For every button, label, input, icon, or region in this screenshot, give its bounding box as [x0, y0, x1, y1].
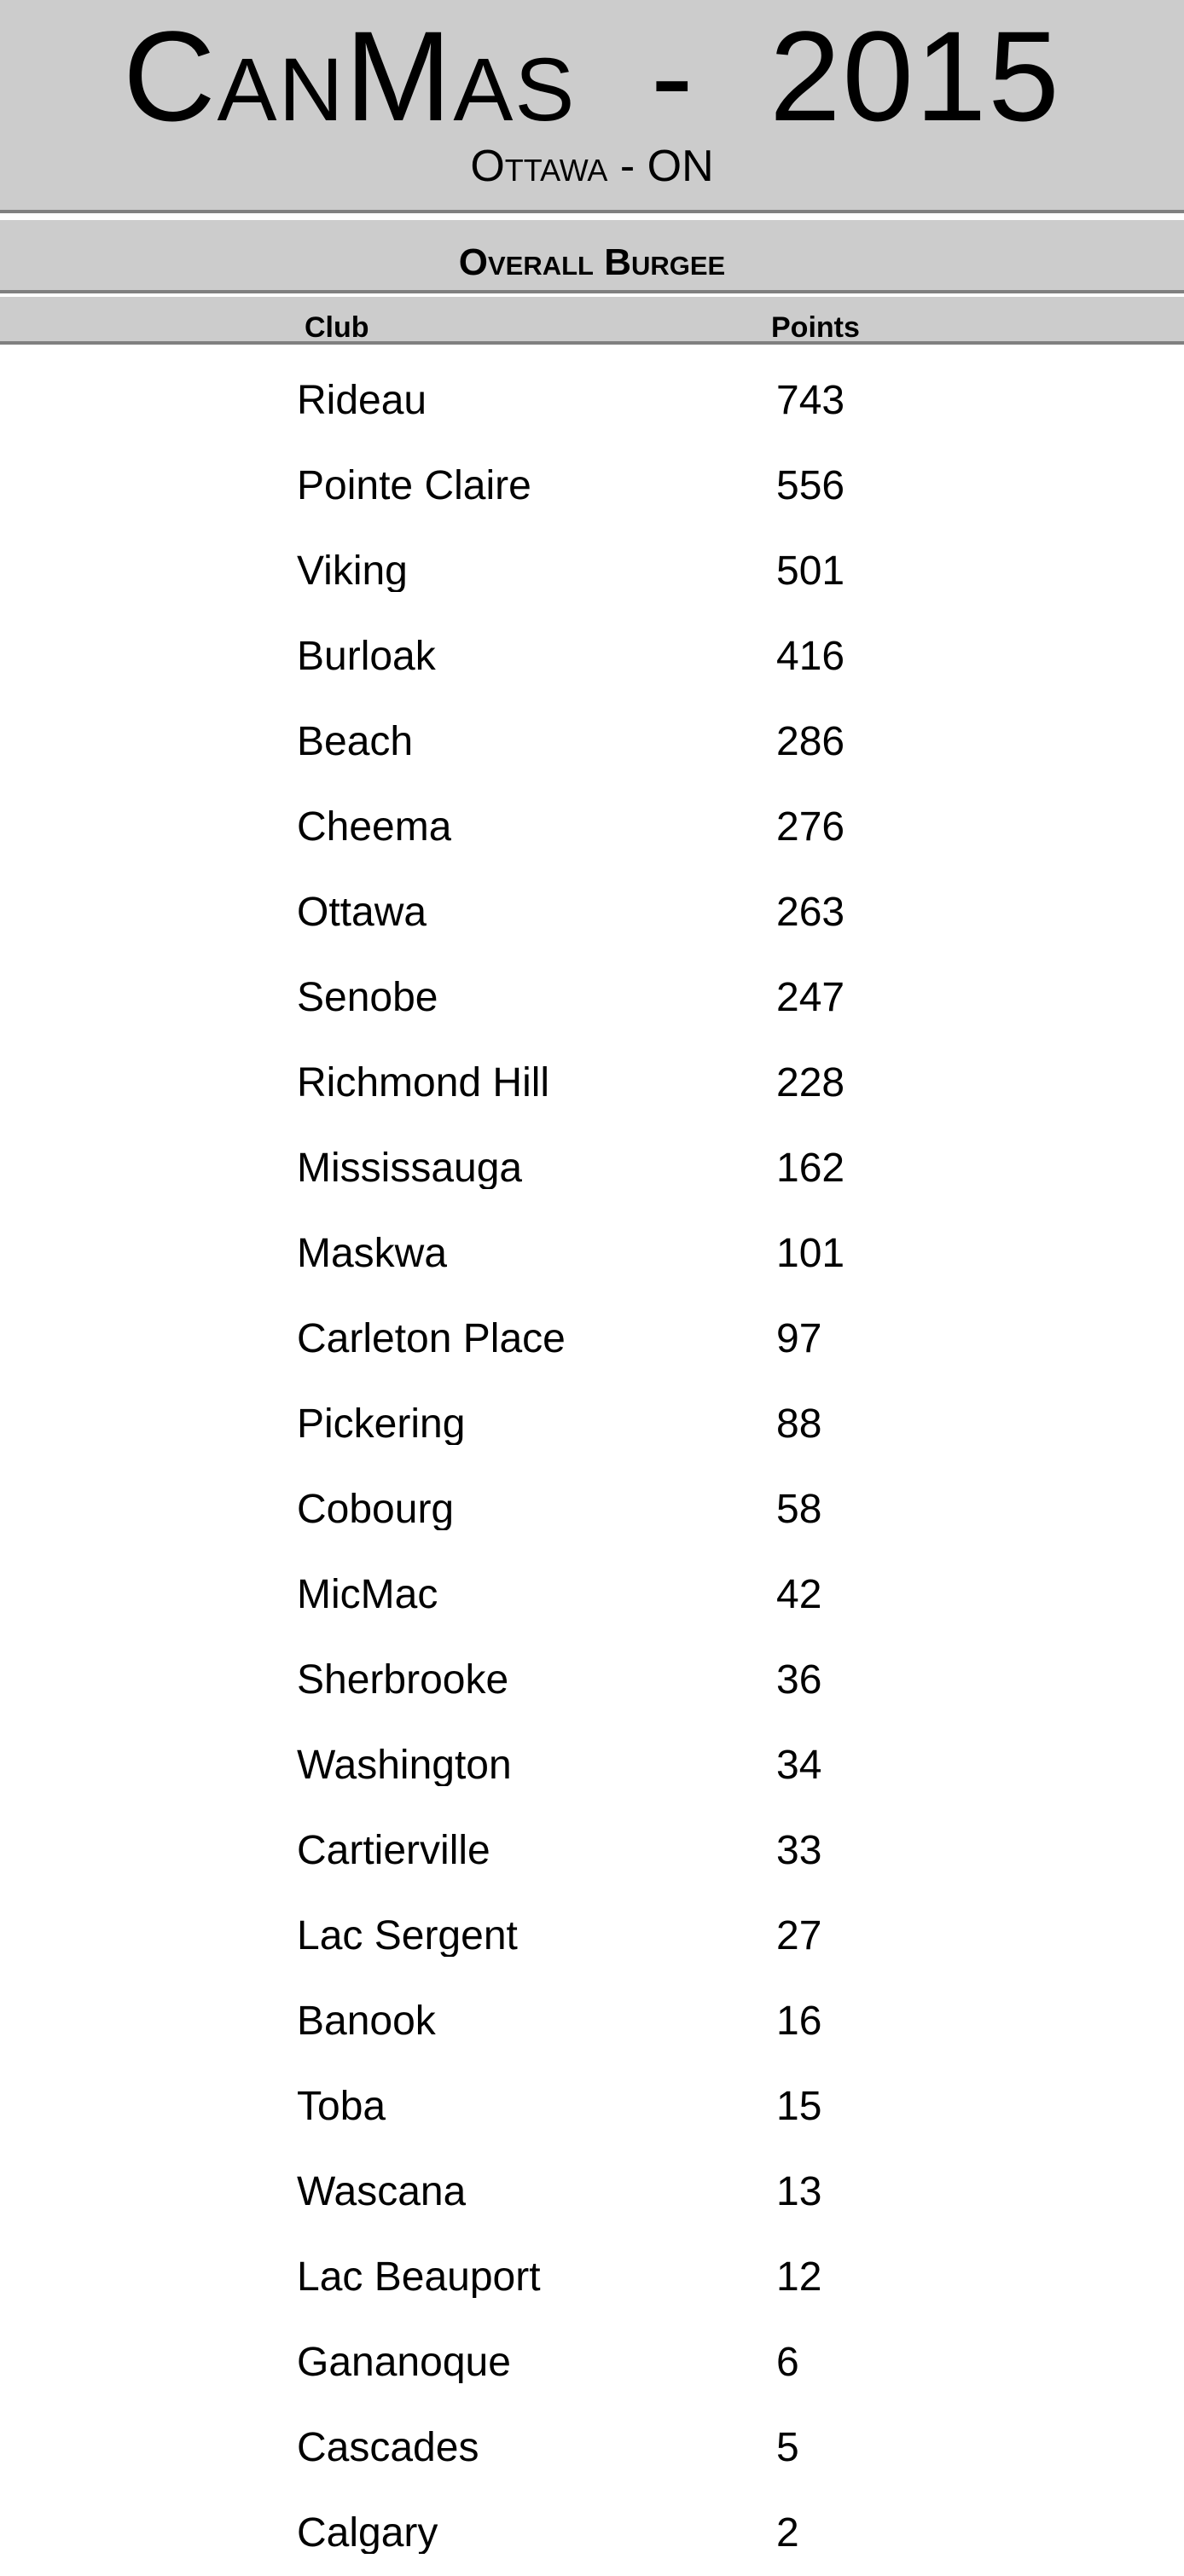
section-title: Overall Burgee — [458, 241, 726, 283]
table-row: Sherbrooke 36 — [0, 1638, 1184, 1723]
table-header: Club Points — [0, 297, 1184, 344]
club-name: Burloak — [297, 634, 436, 677]
page-title: CanMas - 2015 — [123, 4, 1061, 148]
club-name: Beach — [297, 719, 414, 763]
club-name: Ottawa — [297, 890, 427, 933]
table-row: Pointe Claire 556 — [0, 444, 1184, 529]
club-points: 5 — [776, 2425, 799, 2469]
club-points: 276 — [776, 804, 845, 848]
club-points: 228 — [776, 1060, 845, 1104]
club-name: Viking — [297, 548, 408, 592]
club-name: Pickering — [297, 1401, 466, 1445]
table-row: Maskwa 101 — [0, 1211, 1184, 1297]
table-row: Cascades 5 — [0, 2405, 1184, 2491]
club-name: Wascana — [297, 2169, 467, 2213]
table-row: Cobourg 58 — [0, 1467, 1184, 1552]
club-name: Pointe Claire — [297, 463, 531, 507]
club-points: 36 — [776, 1657, 822, 1701]
column-header-club: Club — [305, 311, 369, 344]
club-name: Senobe — [297, 975, 438, 1018]
club-points: 263 — [776, 890, 845, 933]
club-name: Toba — [297, 2084, 386, 2127]
club-name: Lac Sergent — [297, 1913, 518, 1957]
table-row: Burloak 416 — [0, 614, 1184, 699]
club-name: Washington — [297, 1743, 512, 1786]
page-subtitle: Ottawa - ON — [470, 142, 714, 191]
club-points: 27 — [776, 1913, 822, 1957]
club-points: 6 — [776, 2340, 799, 2383]
table-row: Richmond Hill 228 — [0, 1041, 1184, 1126]
club-points: 42 — [776, 1572, 822, 1616]
club-points: 12 — [776, 2254, 822, 2298]
divider — [0, 341, 1184, 345]
club-name: Maskwa — [297, 1231, 448, 1274]
table-row: Viking 501 — [0, 529, 1184, 614]
club-name: Cheema — [297, 804, 452, 848]
club-points: 33 — [776, 1828, 822, 1871]
table-row: Banook 16 — [0, 1979, 1184, 2064]
club-points: 286 — [776, 719, 845, 763]
club-points: 88 — [776, 1401, 822, 1445]
title-banner: CanMas - 2015 Ottawa - ON — [0, 0, 1184, 210]
club-points: 58 — [776, 1487, 822, 1530]
club-name: Richmond Hill — [297, 1060, 550, 1104]
club-name: Lac Beauport — [297, 2254, 541, 2298]
club-name: Mississauga — [297, 1146, 523, 1189]
table-row: Calgary 2 — [0, 2491, 1184, 2576]
table-row: Mississauga 162 — [0, 1126, 1184, 1211]
table-row: Rideau 743 — [0, 358, 1184, 444]
club-points: 247 — [776, 975, 845, 1018]
table-row: Toba 15 — [0, 2064, 1184, 2150]
table-row: Cartierville 33 — [0, 1808, 1184, 1894]
club-points: 743 — [776, 378, 845, 421]
club-points: 13 — [776, 2169, 822, 2213]
club-points: 101 — [776, 1231, 845, 1274]
club-name: MicMac — [297, 1572, 438, 1616]
club-name: Cascades — [297, 2425, 479, 2469]
club-points: 2 — [776, 2510, 799, 2554]
table-row: Wascana 13 — [0, 2150, 1184, 2235]
table-row: Washington 34 — [0, 1723, 1184, 1808]
club-points: 501 — [776, 548, 845, 592]
club-points: 15 — [776, 2084, 822, 2127]
column-header-points: Points — [771, 311, 860, 344]
club-name: Banook — [297, 1999, 436, 2042]
club-name: Calgary — [297, 2510, 438, 2554]
table-row: Pickering 88 — [0, 1382, 1184, 1467]
club-name: Cartierville — [297, 1828, 490, 1871]
club-name: Gananoque — [297, 2340, 511, 2383]
table-row: Lac Sergent 27 — [0, 1894, 1184, 1979]
table-row: Lac Beauport 12 — [0, 2235, 1184, 2320]
club-name: Cobourg — [297, 1487, 455, 1530]
club-name: Carleton Place — [297, 1316, 566, 1360]
table-row: MicMac 42 — [0, 1552, 1184, 1638]
club-points: 162 — [776, 1146, 845, 1189]
club-name: Rideau — [297, 378, 427, 421]
table-row: Cheema 276 — [0, 785, 1184, 870]
club-points: 16 — [776, 1999, 822, 2042]
club-points: 556 — [776, 463, 845, 507]
club-points: 34 — [776, 1743, 822, 1786]
divider — [0, 290, 1184, 293]
section-banner: Overall Burgee — [0, 220, 1184, 290]
table-row: Senobe 247 — [0, 955, 1184, 1041]
table-row: Carleton Place 97 — [0, 1297, 1184, 1382]
club-name: Sherbrooke — [297, 1657, 509, 1701]
table-row: Ottawa 263 — [0, 870, 1184, 955]
club-points: 97 — [776, 1316, 822, 1360]
table-row: Gananoque 6 — [0, 2320, 1184, 2405]
table-row: Beach 286 — [0, 699, 1184, 785]
club-points: 416 — [776, 634, 845, 677]
results-table: Rideau 743 Pointe Claire 556 Viking 501 Burloa… — [0, 358, 1184, 2576]
divider — [0, 210, 1184, 213]
